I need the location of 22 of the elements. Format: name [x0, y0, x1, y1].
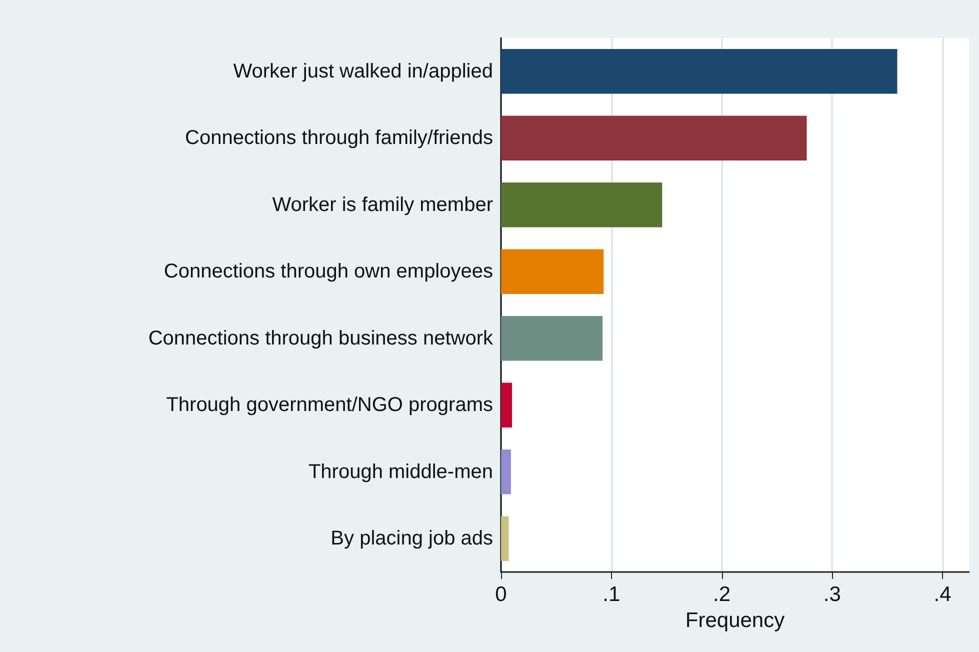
bar — [501, 49, 898, 94]
y-tick-label: Worker is family member — [272, 194, 494, 216]
bar — [501, 450, 511, 494]
x-tick-label: 0 — [495, 583, 507, 606]
y-tick-label: Connections through family/friends — [185, 127, 493, 150]
bar — [501, 516, 509, 561]
y-tick-label: Connections through own employees — [164, 260, 493, 283]
bar — [501, 316, 603, 361]
x-tick-label: .1 — [602, 583, 620, 606]
x-tick-label: .3 — [823, 583, 841, 606]
y-tick-label: Through government/NGO programs — [166, 394, 493, 416]
y-tick-label: Through middle-men — [308, 460, 493, 483]
x-axis-title: Frequency — [685, 608, 786, 632]
x-tick-label: .4 — [934, 583, 952, 606]
y-tick-label: Worker just walked in/applied — [233, 60, 493, 82]
x-tick-label: .2 — [712, 583, 731, 606]
bar — [501, 382, 512, 428]
y-tick-label: Connections through business network — [148, 327, 494, 350]
bar — [501, 182, 662, 228]
y-tick-label: By placing job ads — [330, 528, 493, 550]
bar — [501, 249, 604, 294]
bar — [501, 116, 807, 160]
